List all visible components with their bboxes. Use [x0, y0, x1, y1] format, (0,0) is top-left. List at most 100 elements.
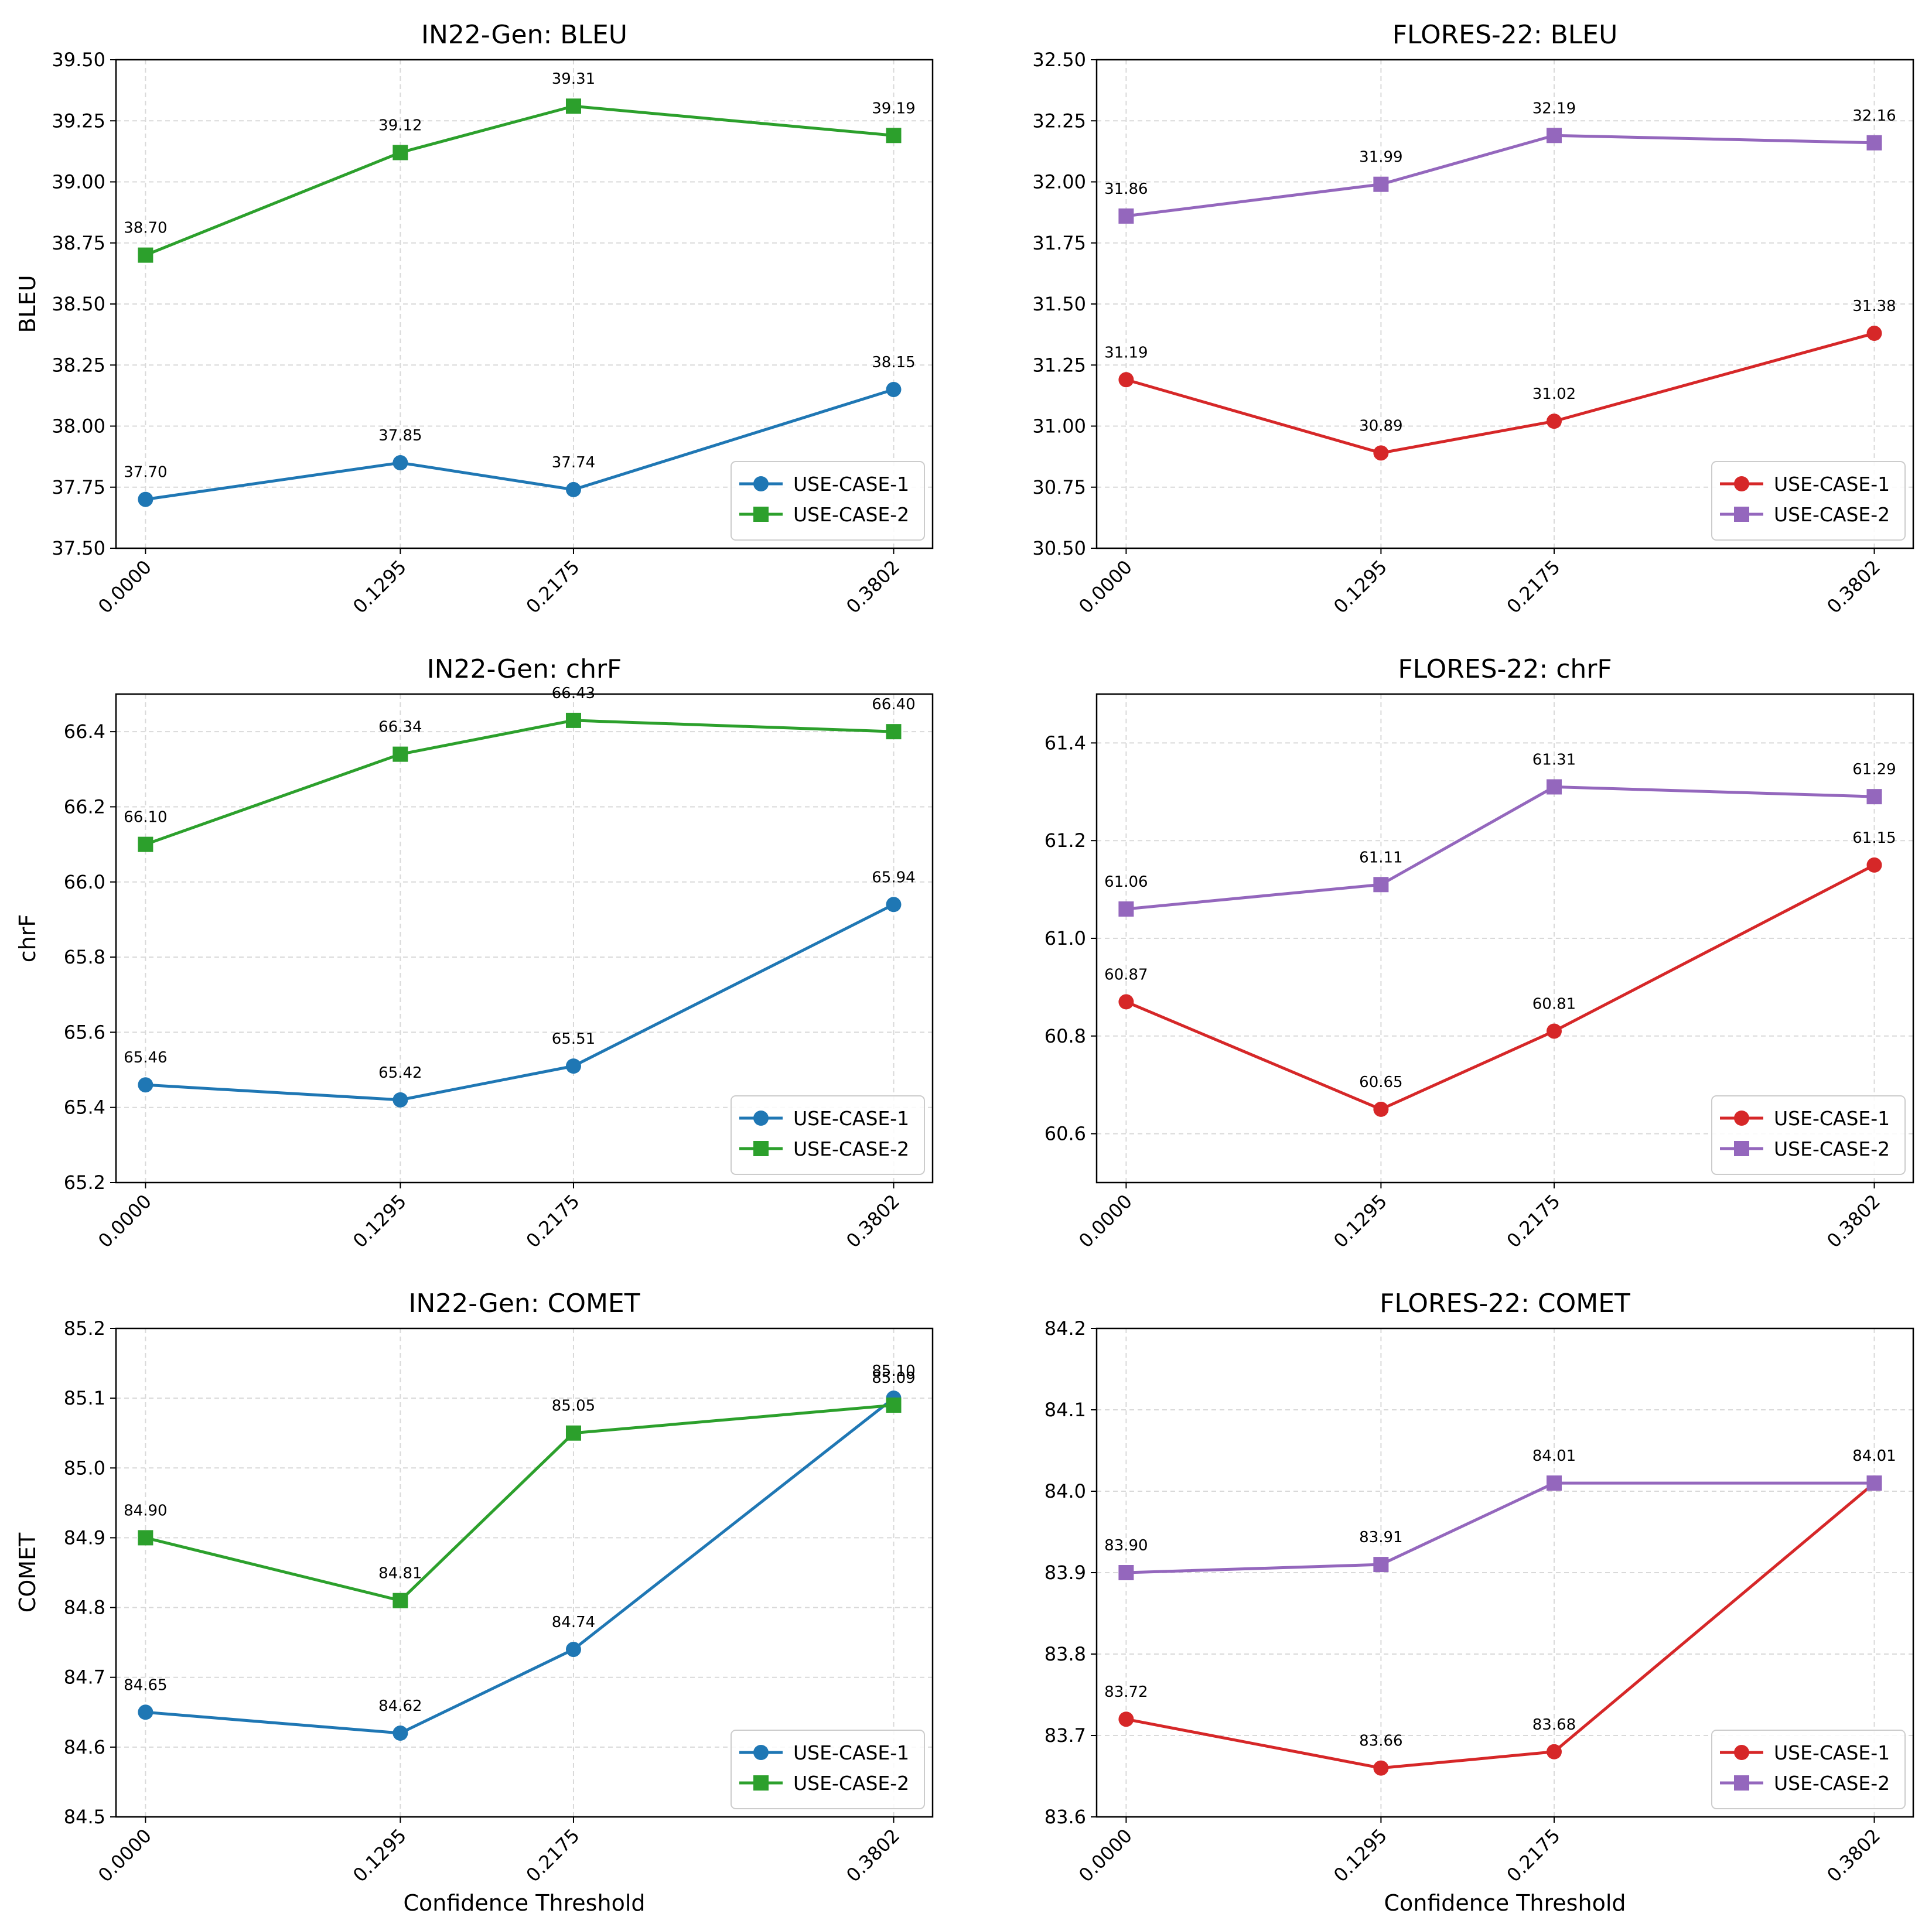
legend-box — [731, 1730, 925, 1809]
legend-label: USE-CASE-2 — [793, 503, 909, 526]
data-point — [392, 145, 408, 160]
data-label: 85.09 — [872, 1369, 915, 1387]
axes-frame — [115, 1327, 934, 1818]
data-label: 31.86 — [1104, 180, 1148, 198]
y-tick-label: 31.50 — [1032, 293, 1086, 315]
legend: USE-CASE-1 USE-CASE-2 — [731, 461, 925, 541]
data-label: 65.42 — [378, 1064, 422, 1082]
data-point — [1866, 1475, 1882, 1491]
y-tick-label: 30.75 — [1032, 476, 1086, 498]
data-label: 65.94 — [872, 869, 915, 886]
y-tick-label: 84.2 — [1044, 1317, 1086, 1340]
legend-marker — [1734, 1141, 1749, 1156]
y-tick-label: 60.8 — [1044, 1025, 1086, 1047]
chart-title: FLORES-22: chrF — [1398, 654, 1612, 684]
data-label: 31.02 — [1532, 385, 1576, 403]
data-label: 66.10 — [124, 809, 167, 826]
legend-marker — [1734, 476, 1749, 491]
series-line — [1125, 1482, 1876, 1770]
y-tick-label: 85.0 — [64, 1457, 105, 1479]
legend-label: USE-CASE-2 — [1774, 503, 1890, 526]
data-point — [1373, 176, 1389, 192]
x-tick-label: 0.3802 — [1822, 1824, 1885, 1887]
y-tick-label: 61.2 — [1044, 829, 1086, 852]
y-tick-label: 84.7 — [64, 1666, 105, 1689]
y-tick-label: 60.6 — [1044, 1123, 1086, 1145]
y-tick-label: 32.50 — [1032, 49, 1086, 71]
series-line — [145, 104, 894, 257]
data-label: 38.70 — [124, 220, 167, 237]
data-point — [1546, 1023, 1562, 1039]
data-point — [1866, 789, 1882, 805]
legend-box — [1711, 1730, 1906, 1809]
data-label: 84.74 — [552, 1614, 595, 1631]
y-tick-label: 83.9 — [1044, 1562, 1086, 1584]
chart-title: IN22-Gen: COMET — [408, 1289, 640, 1318]
x-tick-label: 0.3802 — [1822, 1190, 1885, 1252]
y-tick-label: 30.50 — [1032, 537, 1086, 559]
data-point — [138, 247, 153, 263]
data-point — [138, 836, 153, 852]
series-line — [145, 719, 894, 846]
y-tick-label: 65.8 — [64, 946, 105, 968]
data-label: 61.06 — [1104, 873, 1148, 891]
x-tick-label: 0.3802 — [1822, 556, 1885, 618]
x-tick-label: 0.2175 — [522, 556, 584, 618]
y-tick-label: 37.50 — [52, 537, 105, 559]
series-line — [1126, 785, 1875, 911]
chart-panel-2: 31.19 30.89 31.02 31.38 31.86 31.99 32.19 32.16… — [1032, 20, 1914, 618]
y-tick-label: 32.25 — [1032, 110, 1086, 132]
legend-marker — [753, 1745, 769, 1760]
chart-title: FLORES-22: BLEU — [1392, 20, 1618, 50]
x-tick-label: 0.0000 — [94, 1190, 156, 1252]
data-point — [886, 724, 902, 740]
y-tick-label: 32.00 — [1032, 171, 1086, 193]
legend-marker — [1734, 1745, 1749, 1760]
data-label: 83.72 — [1104, 1683, 1148, 1701]
chart-panel-1: 37.70 37.85 37.74 38.15 38.70 39.12 39.31 39.19… — [15, 20, 934, 618]
legend-box — [731, 461, 925, 541]
series-2 — [1118, 1475, 1882, 1580]
x-tick-label: 0.2175 — [1503, 1190, 1565, 1252]
y-tick-label: 84.6 — [64, 1736, 105, 1758]
data-point — [1866, 326, 1882, 341]
legend: USE-CASE-1 USE-CASE-2 — [1711, 1095, 1906, 1175]
data-point — [1118, 372, 1134, 388]
data-label: 38.15 — [872, 354, 915, 371]
data-label: 60.65 — [1359, 1074, 1402, 1091]
x-tick-label: 0.1295 — [1329, 556, 1391, 618]
data-label: 39.19 — [872, 100, 915, 117]
data-label: 66.40 — [872, 696, 915, 713]
legend-marker — [1734, 507, 1749, 522]
data-point — [1373, 445, 1389, 461]
series-1 — [1118, 857, 1882, 1117]
y-tick-label: 66.2 — [64, 795, 105, 818]
y-tick-label: 83.7 — [1044, 1724, 1086, 1747]
y-tick-label: 39.00 — [52, 171, 105, 193]
data-point — [392, 746, 408, 762]
data-point — [565, 1425, 581, 1441]
data-label: 31.19 — [1104, 344, 1148, 361]
legend-marker — [753, 476, 769, 491]
y-tick-label: 65.6 — [64, 1021, 105, 1043]
data-label: 32.19 — [1532, 100, 1576, 117]
data-label: 61.11 — [1359, 849, 1402, 866]
data-label: 31.99 — [1359, 149, 1402, 166]
legend-marker — [1734, 1775, 1749, 1791]
data-point — [1546, 779, 1562, 795]
series-line — [1126, 134, 1875, 218]
axes-frame — [115, 693, 934, 1184]
data-point — [138, 491, 153, 507]
chart-panel-4: 60.87 60.65 60.81 61.15 61.06 61.11 61.31 61.29… — [1044, 654, 1914, 1252]
data-point — [1866, 857, 1882, 873]
series-1 — [138, 897, 902, 1108]
x-tick-label: 0.0000 — [94, 556, 156, 618]
data-point — [138, 1530, 153, 1546]
data-label: 61.29 — [1852, 761, 1896, 778]
data-label: 66.34 — [378, 719, 422, 736]
data-point — [565, 1642, 581, 1658]
data-point — [1546, 414, 1562, 429]
x-tick-label: 0.2175 — [522, 1824, 584, 1887]
